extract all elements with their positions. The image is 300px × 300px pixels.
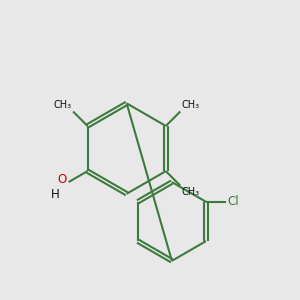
- Text: H: H: [51, 188, 60, 201]
- Text: O: O: [57, 173, 66, 186]
- Text: CH₃: CH₃: [182, 100, 200, 110]
- Text: Cl: Cl: [228, 195, 239, 208]
- Text: CH₃: CH₃: [182, 187, 200, 197]
- Text: CH₃: CH₃: [53, 100, 72, 110]
